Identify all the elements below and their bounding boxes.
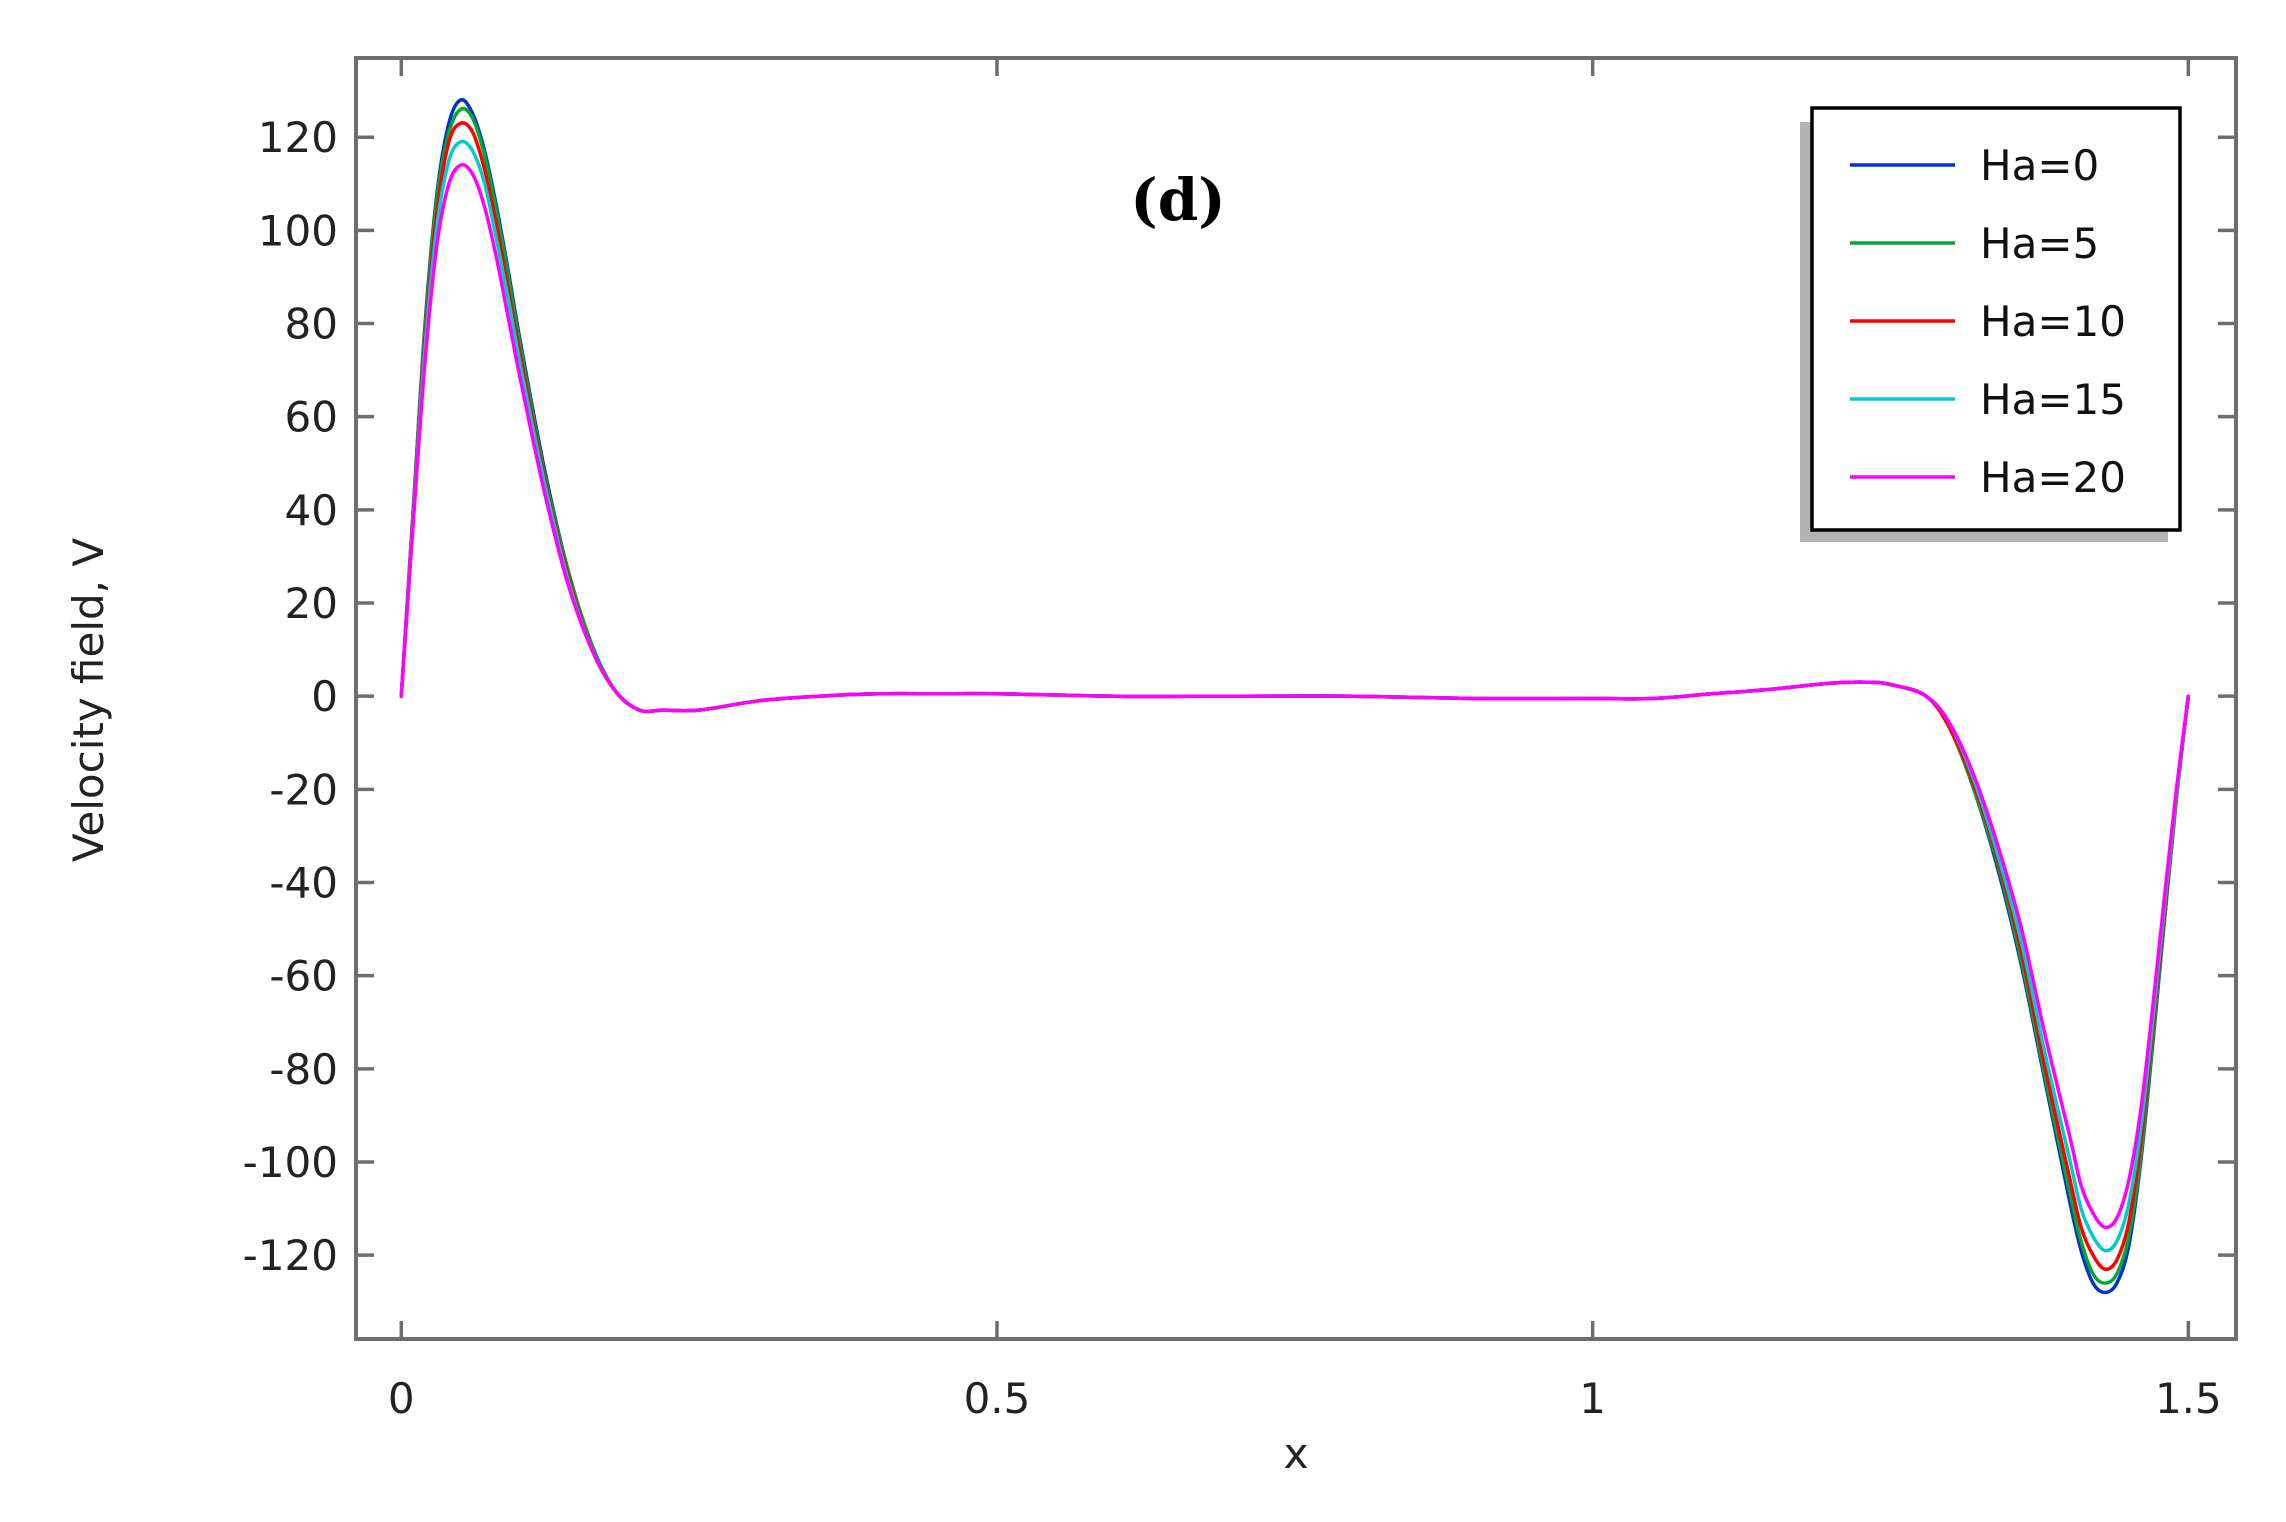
y-tick-label: -80 — [269, 1045, 338, 1094]
y-tick-label: 100 — [258, 206, 338, 255]
legend-label-2: Ha=10 — [1980, 297, 2126, 346]
series-lines — [399, 97, 2191, 1295]
legend-box — [1810, 106, 2182, 532]
x-tick-label: 1.5 — [2155, 1374, 2222, 1423]
y-tick-label: 20 — [285, 579, 338, 628]
y-tick-label: 60 — [285, 393, 338, 442]
legend-label-4: Ha=20 — [1980, 453, 2126, 502]
legend-label-1: Ha=5 — [1980, 219, 2099, 268]
y-tick-label: -40 — [269, 858, 338, 907]
y-tick-label: -20 — [269, 765, 338, 814]
panel-label: (d) — [1130, 166, 1225, 234]
y-tick-label: 40 — [285, 486, 338, 535]
y-tick-label: 0 — [311, 672, 338, 721]
axis-ticks: 120 100 80 60 40 20 0 -20 -40 -60 -80 -100 -120 0 0.5 1… — [243, 58, 2236, 1423]
y-tick-label: -120 — [243, 1231, 338, 1280]
y-axis-label: Velocity field, V — [64, 538, 113, 862]
y-tick-label: -60 — [269, 952, 338, 1001]
legend-label-0: Ha=0 — [1980, 141, 2099, 190]
y-tick-label: 120 — [258, 113, 338, 162]
y-tick-label: -100 — [243, 1138, 338, 1187]
x-tick-label: 1 — [1579, 1374, 1606, 1423]
x-tick-label: 0 — [388, 1374, 415, 1423]
plot-frame — [354, 56, 2238, 1341]
y-tick-label: 80 — [285, 300, 338, 349]
x-tick-label: 0.5 — [964, 1374, 1031, 1423]
legend-label-3: Ha=15 — [1980, 375, 2126, 424]
x-axis-label: x — [1284, 1429, 1309, 1478]
legend: Ha=0 Ha=5 Ha=10 Ha=15 Ha=20 — [1800, 106, 2182, 542]
series-line-4 — [399, 163, 2191, 1230]
